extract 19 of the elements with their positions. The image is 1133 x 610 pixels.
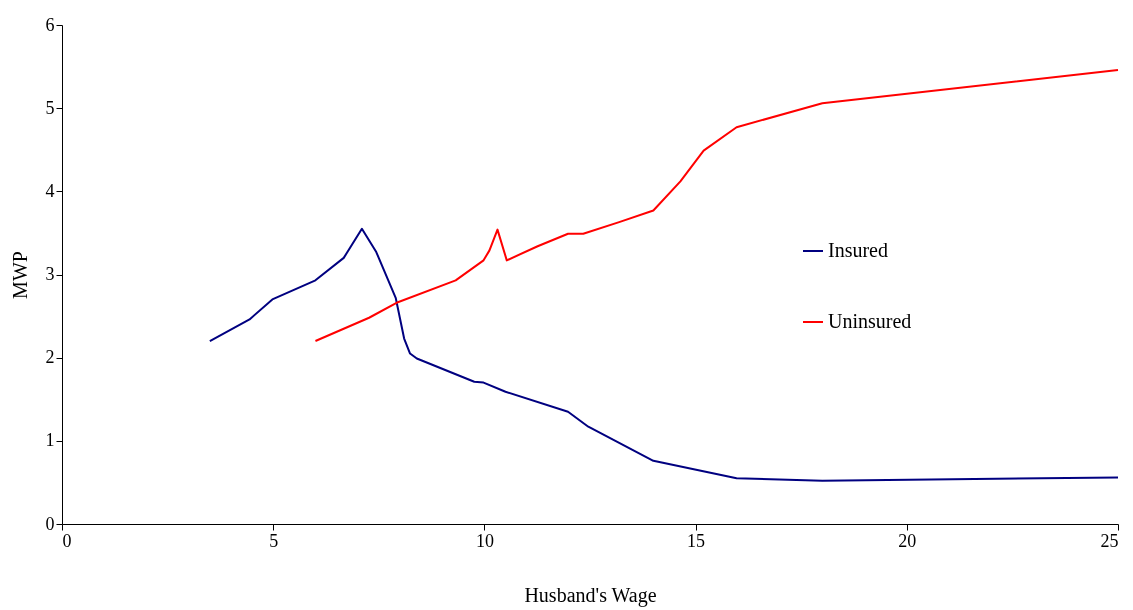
- y-tick-label: 5: [45, 97, 55, 118]
- x-tick-label: 0: [62, 530, 72, 551]
- y-tick-label: 2: [45, 347, 55, 368]
- line-series: [208, 227, 1119, 482]
- y-tick-label: 0: [45, 513, 55, 534]
- x-axis-title: Husband's Wage: [524, 583, 657, 607]
- x-tick-label: 25: [1100, 530, 1119, 551]
- legend-label: Uninsured: [828, 310, 912, 332]
- x-tick-label: 20: [898, 530, 917, 551]
- x-tick-label: 10: [475, 530, 494, 551]
- x-tick-label: 5: [269, 530, 279, 551]
- y-tick-label: 4: [45, 180, 55, 201]
- legend-label: Insured: [828, 239, 888, 261]
- y-tick-label: 1: [45, 430, 55, 451]
- y-axis-title: MWP: [8, 251, 31, 299]
- x-tick-label: 15: [687, 530, 706, 551]
- y-tick-label: 3: [45, 264, 55, 284]
- y-tick-label: 6: [45, 14, 55, 35]
- line-series: [314, 68, 1119, 343]
